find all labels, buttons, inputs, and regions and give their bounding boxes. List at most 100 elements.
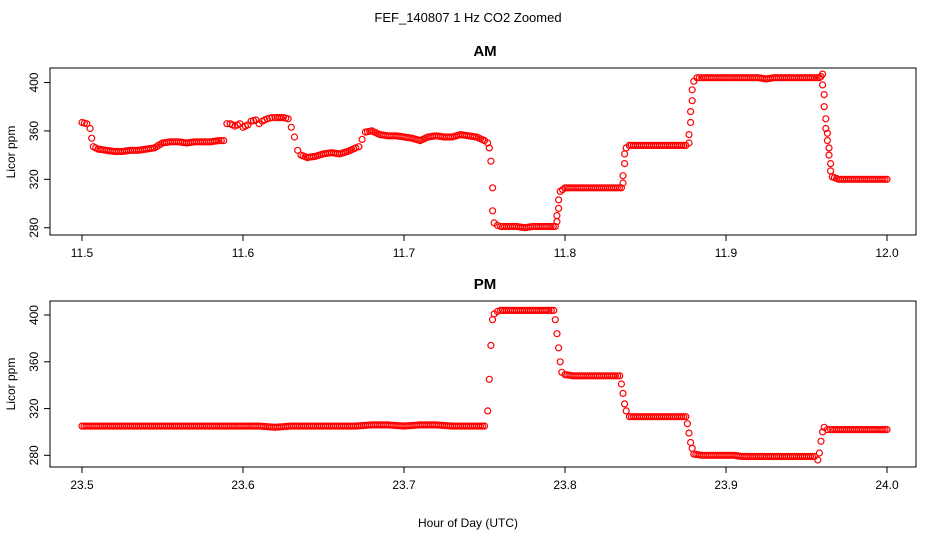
- am-x-tick-label: 11.7: [393, 246, 416, 260]
- pm-panel: PM 23.5 23.6 23.7 23.8 23.9 24.0 280 320 360 400…: [4, 276, 917, 492]
- am-data-point: [825, 144, 833, 152]
- am-data-point: [88, 134, 96, 142]
- am-data-point: [547, 222, 555, 231]
- am-data-point: [352, 144, 360, 152]
- am-x-tick-label: 11.8: [554, 246, 577, 260]
- am-data-point: [693, 74, 701, 82]
- am-data-point: [881, 175, 889, 183]
- am-y-axis: 280 320 360 400: [27, 72, 51, 238]
- pm-data-point: [553, 330, 561, 338]
- pm-data-point: [685, 429, 693, 437]
- am-x-tick-label: 11.9: [715, 246, 738, 260]
- pm-x-tick-label: 23.8: [553, 478, 577, 492]
- am-data-point: [823, 129, 832, 137]
- am-data-point: [554, 196, 563, 204]
- pm-data-point: [814, 456, 822, 464]
- pm-y-tick-label: 400: [27, 305, 41, 325]
- pm-x-axis: 23.5 23.6 23.7 23.8 23.9 24.0: [70, 466, 899, 492]
- am-data-point: [619, 172, 627, 180]
- am-data-point: [688, 86, 696, 94]
- am-data-point: [551, 222, 559, 231]
- pm-data-point: [611, 372, 620, 380]
- am-data-point: [685, 139, 693, 147]
- am-data-point: [615, 184, 623, 192]
- pm-data-points: [78, 306, 891, 464]
- am-data-point: [808, 74, 817, 82]
- am-y-tick-label: 360: [27, 121, 41, 141]
- am-data-point: [215, 137, 223, 145]
- pm-x-tick-label: 23.7: [392, 478, 416, 492]
- pm-data-point: [493, 307, 501, 316]
- pm-y-axis-label: Licor ppm: [4, 358, 18, 411]
- am-data-point: [217, 137, 225, 145]
- pm-data-point: [680, 413, 688, 421]
- am-data-points: [78, 70, 891, 232]
- am-data-point: [822, 115, 830, 123]
- pm-data-point: [480, 422, 489, 430]
- am-data-point: [294, 146, 302, 154]
- am-data-point: [810, 74, 819, 82]
- pm-data-point: [620, 400, 629, 408]
- am-x-axis: 11.5 11.6 11.7 11.8 11.9 12.0: [71, 234, 899, 260]
- am-data-point: [290, 133, 299, 141]
- pm-data-point: [682, 413, 690, 421]
- pm-data-point: [487, 341, 495, 349]
- am-data-point: [355, 143, 363, 151]
- pm-data-point: [619, 389, 627, 397]
- pm-data-point: [478, 422, 487, 430]
- pm-data-point: [806, 452, 815, 461]
- am-data-point: [685, 131, 693, 139]
- pm-data-point: [879, 426, 887, 434]
- pm-data-point: [683, 420, 692, 428]
- am-y-axis-label: Licor ppm: [4, 126, 18, 179]
- am-data-point: [620, 160, 629, 168]
- am-data-point: [487, 157, 495, 165]
- pm-data-point: [488, 316, 497, 324]
- pm-data-point: [543, 306, 551, 314]
- pm-data-point: [808, 452, 817, 461]
- am-data-point: [485, 144, 493, 152]
- pm-data-point: [883, 426, 891, 434]
- pm-data-point: [484, 407, 492, 415]
- pm-plot-frame: [49, 300, 917, 468]
- pm-data-point: [485, 375, 493, 383]
- am-data-point: [86, 124, 94, 133]
- pm-data-point: [622, 407, 630, 415]
- pm-data-point: [476, 422, 485, 430]
- pm-data-point: [551, 316, 559, 324]
- am-data-point: [825, 151, 833, 159]
- pm-data-point: [545, 306, 553, 314]
- pm-data-point: [547, 306, 555, 314]
- am-data-point: [554, 204, 563, 212]
- am-y-tick-label: 400: [27, 72, 41, 92]
- am-data-point: [287, 123, 295, 131]
- am-data-point: [619, 179, 627, 187]
- am-panel-title: AM: [473, 43, 496, 60]
- am-data-point: [813, 74, 821, 82]
- am-data-point: [268, 113, 276, 122]
- am-x-tick-label: 11.5: [71, 246, 94, 260]
- am-data-point: [686, 118, 695, 127]
- pm-data-point: [678, 413, 686, 421]
- am-data-point: [826, 167, 835, 175]
- am-data-point: [818, 81, 827, 89]
- am-data-point: [553, 212, 561, 220]
- pm-data-point: [881, 426, 889, 434]
- am-data-point: [678, 141, 686, 149]
- pm-data-point: [613, 372, 622, 380]
- am-data-point: [820, 103, 828, 111]
- am-data-point: [277, 113, 285, 122]
- am-plot-frame: [49, 67, 917, 236]
- am-data-point: [620, 150, 629, 158]
- pm-data-point: [616, 372, 624, 380]
- pm-x-tick-label: 23.9: [714, 478, 738, 492]
- am-data-point: [826, 160, 835, 168]
- pm-x-tick-label: 24.0: [875, 478, 899, 492]
- pm-data-point: [550, 306, 558, 314]
- pm-data-point: [823, 426, 832, 434]
- pm-y-tick-label: 320: [27, 398, 41, 418]
- am-data-point: [549, 222, 557, 231]
- am-data-point: [688, 97, 696, 105]
- pm-data-point: [688, 444, 696, 452]
- am-data-point: [617, 184, 626, 192]
